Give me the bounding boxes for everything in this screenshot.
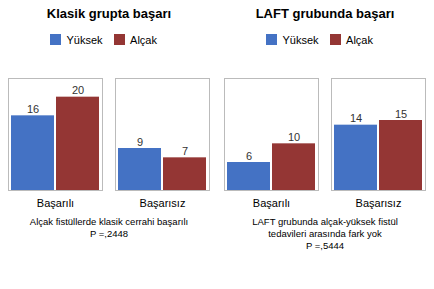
svg-text:Başarılı: Başarılı (253, 197, 290, 209)
html-text:P =,5444: P =,5444 (305, 239, 345, 251)
svg-text:Başarısız: Başarısız (140, 197, 186, 209)
html-text:LAFT grubunda alçak-yüksek fis: LAFT grubunda alçak-yüksek fistül (252, 215, 398, 227)
svg-text:15: 15 (395, 107, 407, 119)
svg-text:6: 6 (246, 149, 252, 161)
svg-text:10: 10 (288, 130, 300, 142)
html-text:Yüksek: Yüksek (282, 33, 319, 46)
html-text:LAFT grubunda başarı: LAFT grubunda başarı (255, 6, 395, 21)
svg-text:Başarısız: Başarısız (356, 197, 402, 209)
html-text:Alçak: Alçak (346, 33, 373, 46)
svg-text:14: 14 (350, 112, 362, 124)
html-text:Alçak: Alçak (130, 33, 157, 46)
html-text:tedavileri arasında fark yok: tedavileri arasında fark yok (268, 227, 382, 239)
svg-text:7: 7 (182, 144, 188, 156)
svg-text:9: 9 (137, 135, 143, 147)
html-text:Alçak fistüllerde klasik cerra: Alçak fistüllerde klasik cerrahi başarıl… (29, 215, 189, 227)
svg-text:20: 20 (72, 84, 84, 96)
html-text:P =,2448: P =,2448 (89, 227, 129, 239)
html-text:Klasik grupta başarı: Klasik grupta başarı (46, 6, 172, 21)
svg-text:16: 16 (27, 102, 39, 114)
svg-text:Başarılı: Başarılı (37, 197, 74, 209)
html-text:Yüksek: Yüksek (66, 33, 103, 46)
